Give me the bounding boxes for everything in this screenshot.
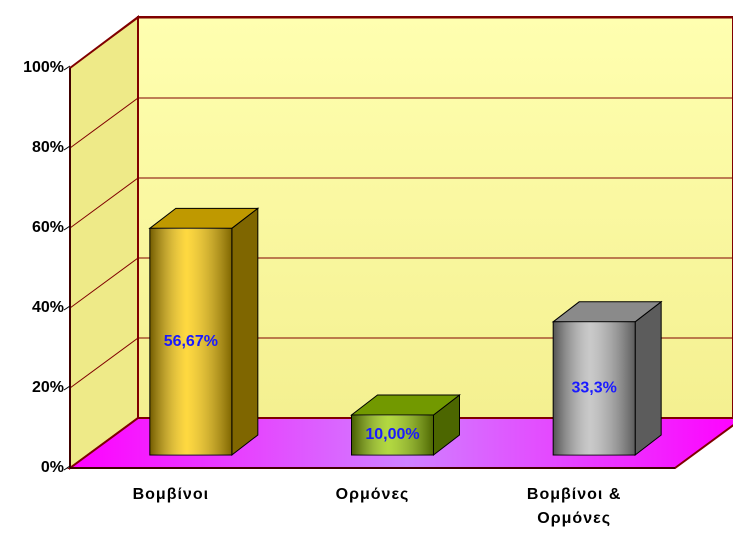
grid-line (69, 177, 139, 229)
tick-mark (63, 145, 71, 151)
y-tick-label: 20% (32, 379, 64, 396)
x-tick-label: Βομβίνοι (132, 486, 210, 503)
grid-line (69, 17, 139, 69)
grid-line (69, 257, 139, 309)
bar-side-shade (231, 208, 258, 455)
tick-mark (63, 225, 71, 231)
y-tick-label: 60% (32, 219, 64, 236)
value-label: 33,3% (571, 380, 616, 397)
grid-line (69, 337, 139, 389)
tick-mark (63, 65, 71, 71)
x-tick-label: Βομβίνοι & Ορμόνες (526, 486, 622, 527)
tick-mark (63, 385, 71, 391)
bar-shine (149, 228, 232, 455)
value-label: 56,67% (164, 333, 218, 350)
grid-line (69, 97, 139, 149)
value-label: 10,00% (365, 426, 419, 443)
y-tick-label: 40% (32, 299, 64, 316)
tick-mark (63, 465, 71, 471)
y-tick-label: 100% (23, 59, 64, 76)
tick-mark (63, 305, 71, 311)
side-wall (69, 15, 139, 470)
bar-shine (553, 321, 636, 455)
bar-top-shade (149, 208, 258, 229)
x-tick-label: Ορμόνες (335, 486, 410, 503)
bar-shine (351, 415, 434, 455)
bar-top-shade (553, 301, 662, 322)
bar-top-shade (351, 395, 460, 415)
y-tick-label: 0% (41, 459, 64, 476)
y-tick-label: 80% (32, 139, 64, 156)
bar-side-shade (635, 301, 662, 455)
